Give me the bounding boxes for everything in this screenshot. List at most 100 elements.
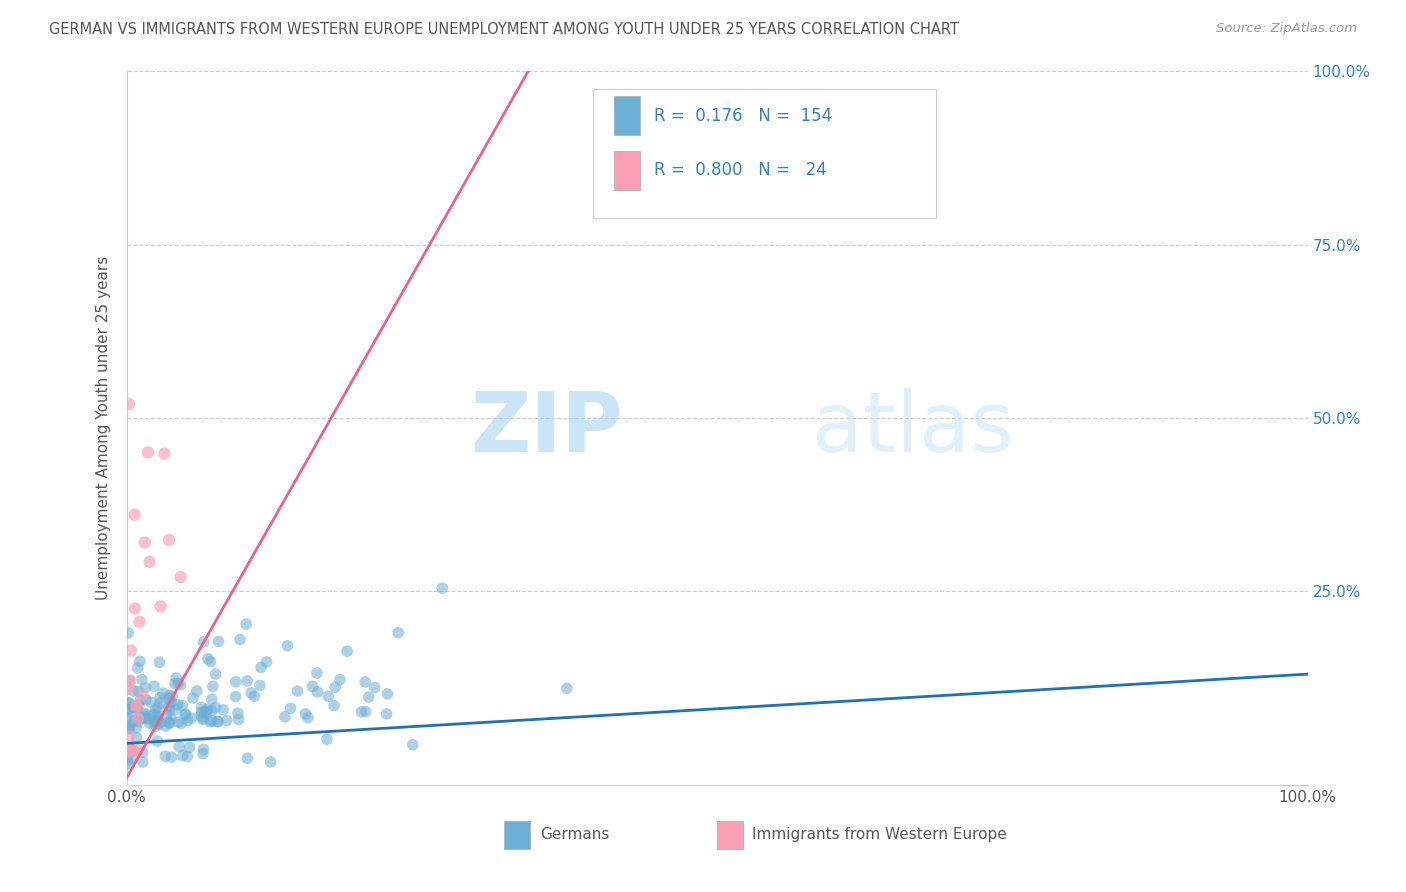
Point xyxy=(117,753,139,767)
Point xyxy=(127,661,149,675)
Point xyxy=(121,700,143,714)
Point xyxy=(250,660,273,674)
FancyBboxPatch shape xyxy=(614,151,640,190)
Point xyxy=(323,681,346,695)
Point xyxy=(165,671,187,685)
Point xyxy=(122,743,145,757)
Point xyxy=(122,684,145,698)
Point xyxy=(145,701,167,715)
Point xyxy=(131,673,153,687)
Point xyxy=(159,703,181,717)
Point xyxy=(143,715,166,730)
Point xyxy=(357,690,380,704)
Point xyxy=(305,665,328,680)
Point xyxy=(316,690,339,704)
Point xyxy=(364,681,387,695)
Point xyxy=(146,714,169,728)
Point xyxy=(165,703,187,717)
Point xyxy=(121,706,143,721)
Point xyxy=(225,690,247,704)
Point xyxy=(127,711,149,725)
Point xyxy=(172,748,194,763)
Point xyxy=(135,692,157,706)
FancyBboxPatch shape xyxy=(717,821,742,849)
FancyBboxPatch shape xyxy=(614,96,640,136)
Point xyxy=(204,667,226,681)
Point xyxy=(141,708,163,723)
Point xyxy=(134,706,156,721)
Point xyxy=(157,699,180,714)
Point xyxy=(146,700,169,714)
Point xyxy=(117,696,139,710)
Point xyxy=(256,655,278,669)
Point xyxy=(235,617,257,632)
Point xyxy=(155,719,177,733)
Point xyxy=(128,684,150,698)
Point xyxy=(197,702,219,716)
Point xyxy=(127,743,149,757)
Point xyxy=(174,707,197,722)
Point xyxy=(118,743,141,757)
Point xyxy=(124,601,146,615)
Text: R =  0.176   N =  154: R = 0.176 N = 154 xyxy=(654,107,832,125)
Point xyxy=(159,691,181,706)
Text: Source: ZipAtlas.com: Source: ZipAtlas.com xyxy=(1216,22,1357,36)
Point xyxy=(191,705,214,719)
Point xyxy=(228,713,250,727)
Point xyxy=(128,698,150,713)
Point xyxy=(287,684,309,698)
Point xyxy=(191,747,214,761)
Point xyxy=(207,634,229,648)
Point xyxy=(149,696,172,710)
Point xyxy=(118,730,141,744)
Point xyxy=(134,681,156,695)
Point xyxy=(160,712,183,726)
Y-axis label: Unemployment Among Youth under 25 years: Unemployment Among Youth under 25 years xyxy=(96,256,111,600)
Point xyxy=(195,706,218,720)
Text: R =  0.800   N =   24: R = 0.800 N = 24 xyxy=(654,161,827,179)
Point xyxy=(143,719,166,733)
Point xyxy=(125,731,148,745)
Point xyxy=(177,714,200,728)
Point xyxy=(191,711,214,725)
Point xyxy=(276,639,298,653)
Point xyxy=(179,740,201,755)
Point xyxy=(169,570,191,584)
Point xyxy=(301,680,323,694)
Point xyxy=(432,581,454,595)
Point xyxy=(118,696,141,710)
Point xyxy=(193,635,215,649)
Point xyxy=(120,717,142,731)
Point xyxy=(167,715,190,730)
Point xyxy=(160,689,183,703)
Point xyxy=(121,751,143,765)
Point xyxy=(170,716,193,731)
Point xyxy=(131,755,153,769)
Point xyxy=(215,714,238,728)
Point xyxy=(166,698,188,712)
FancyBboxPatch shape xyxy=(593,89,935,218)
Point xyxy=(229,632,252,647)
Point xyxy=(167,676,190,690)
Point xyxy=(153,447,176,461)
Point xyxy=(128,714,150,729)
Point xyxy=(350,705,373,719)
Point xyxy=(200,655,222,669)
Point xyxy=(118,397,141,411)
Point xyxy=(274,710,297,724)
Point xyxy=(148,709,170,723)
Point xyxy=(193,742,215,756)
Point xyxy=(169,678,191,692)
Point xyxy=(117,720,139,734)
Point xyxy=(243,690,266,704)
Point xyxy=(122,714,145,728)
Point xyxy=(181,690,204,705)
Point xyxy=(120,643,142,657)
Point xyxy=(125,721,148,735)
Point xyxy=(207,714,229,729)
Point xyxy=(160,696,183,710)
Point xyxy=(193,705,215,719)
Point xyxy=(236,751,259,765)
Point xyxy=(176,749,198,764)
Point xyxy=(129,711,152,725)
